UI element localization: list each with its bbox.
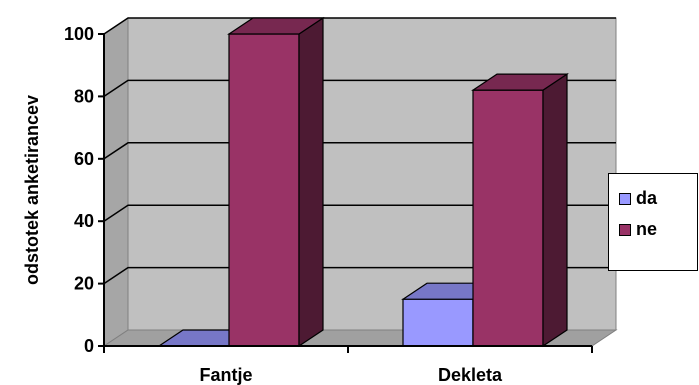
- gridline: [103, 204, 616, 222]
- y-tick-labels: 0 20 40 60 80 100: [64, 24, 94, 356]
- y-tick-label: 60: [74, 149, 94, 169]
- gridlines: [103, 17, 616, 285]
- bar-ne-Fantje: [227, 16, 325, 348]
- gridline: [103, 17, 616, 35]
- legend-item-ne: ne: [619, 219, 657, 240]
- x-tick-label: Dekleta: [438, 365, 503, 385]
- y-tick-label: 80: [74, 86, 94, 106]
- bar-front: [228, 33, 300, 347]
- legend-swatch-ne: [619, 223, 631, 236]
- y-axis-label: odstotek anketirancev: [22, 95, 42, 285]
- y-tick-label: 40: [74, 211, 94, 231]
- side-wall: [103, 17, 129, 347]
- gridline: [103, 266, 616, 285]
- legend-swatch-da: [619, 192, 631, 205]
- gridline: [103, 142, 616, 160]
- x-tick-labels: Fantje Dekleta: [199, 365, 503, 385]
- legend: da ne: [608, 173, 698, 271]
- y-tick-label: 20: [74, 274, 94, 294]
- bar-side: [298, 16, 324, 348]
- bar-front: [402, 298, 474, 347]
- gridline: [103, 79, 616, 98]
- y-tick-label: 0: [84, 336, 94, 356]
- x-tick-label: Fantje: [199, 365, 252, 385]
- bar-top: [227, 17, 325, 35]
- legend-label-ne: ne: [636, 219, 658, 239]
- legend-item-da: da: [619, 188, 657, 209]
- bar-ne-Dekleta: [471, 73, 569, 348]
- bar-front: [472, 89, 544, 347]
- bar-top: [471, 73, 569, 91]
- bar-side: [542, 73, 568, 348]
- y-tick-label: 100: [64, 24, 94, 44]
- legend-label-da: da: [636, 188, 658, 208]
- bars: [157, 16, 569, 348]
- axes: [98, 33, 593, 353]
